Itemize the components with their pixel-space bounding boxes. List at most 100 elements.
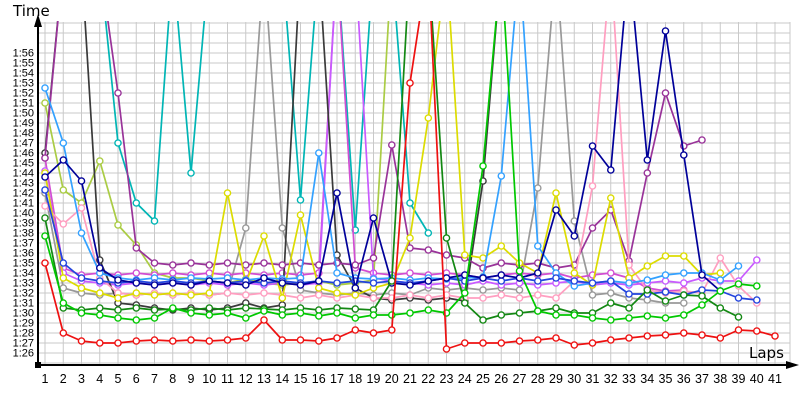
marker-red	[241, 334, 250, 342]
marker-navy	[406, 281, 414, 289]
marker-darkgreen	[698, 292, 706, 300]
marker-green	[625, 314, 633, 322]
marker-blue	[661, 288, 670, 296]
svg-text:41: 41	[768, 372, 782, 386]
marker-darkgreen	[661, 297, 670, 305]
marker-dodgerblue	[534, 242, 542, 250]
marker-navy	[680, 151, 688, 159]
marker-blue	[570, 277, 579, 285]
marker-darkgreen	[41, 214, 49, 222]
marker-purple	[278, 261, 287, 269]
marker-darkgreen	[515, 309, 524, 317]
svg-text:39: 39	[732, 372, 746, 386]
marker-purple	[351, 261, 360, 269]
marker-red	[460, 339, 469, 347]
marker-gray	[59, 284, 68, 292]
marker-yellowgreen	[114, 221, 122, 229]
marker-magenta	[168, 269, 177, 277]
marker-navy	[296, 281, 305, 289]
marker-red	[387, 326, 396, 334]
marker-yellow	[497, 242, 506, 250]
marker-dodgerblue	[41, 84, 49, 92]
marker-red	[205, 337, 214, 345]
marker-red	[661, 331, 670, 339]
marker-red	[187, 336, 195, 344]
marker-blue	[59, 259, 68, 267]
marker-yellow	[406, 234, 414, 242]
marker-red	[77, 337, 86, 345]
marker-gray	[534, 184, 542, 192]
marker-red	[497, 339, 506, 347]
marker-navy	[223, 279, 232, 287]
marker-blue	[77, 274, 86, 282]
marker-green	[369, 311, 378, 319]
series-lines	[41, 21, 779, 353]
svg-text:1:51: 1:51	[13, 98, 34, 110]
marker-darkgreen	[205, 304, 214, 312]
marker-navy	[607, 166, 615, 174]
marker-gray	[607, 289, 615, 297]
marker-red	[41, 259, 49, 267]
series-green	[44, 21, 757, 321]
marker-purple	[424, 246, 433, 254]
marker-green	[77, 309, 86, 317]
marker-blue	[497, 277, 506, 285]
marker-red	[351, 326, 360, 334]
marker-blue	[753, 296, 761, 304]
marker-yellow	[716, 269, 725, 277]
series-pink	[44, 21, 758, 304]
svg-text:1:52: 1:52	[13, 88, 34, 100]
svg-text:1:34: 1:34	[13, 268, 34, 280]
marker-red	[753, 327, 761, 335]
marker-orchid	[661, 277, 670, 285]
marker-red	[734, 326, 743, 334]
marker-navy	[278, 279, 287, 287]
marker-navy	[552, 206, 560, 214]
svg-text:21: 21	[403, 372, 417, 386]
marker-navy	[424, 277, 433, 285]
svg-text:30: 30	[567, 372, 581, 386]
marker-dodgerblue	[643, 276, 652, 284]
svg-text:25: 25	[476, 372, 490, 386]
x-axis-title: Laps	[749, 344, 784, 362]
marker-green	[260, 307, 268, 315]
marker-purple	[698, 136, 706, 144]
marker-darkgreen	[607, 299, 615, 307]
marker-yellow	[351, 291, 360, 299]
marker-darkgreen	[132, 304, 141, 312]
svg-text:28: 28	[531, 372, 545, 386]
series-magenta	[44, 21, 684, 292]
svg-text:19: 19	[367, 372, 381, 386]
svg-text:13: 13	[257, 372, 271, 386]
marker-purple	[150, 259, 159, 267]
marker-navy	[534, 269, 542, 277]
marker-green	[607, 316, 615, 324]
svg-text:20: 20	[385, 372, 399, 386]
svg-text:1:28: 1:28	[13, 328, 34, 340]
svg-text:1:36: 1:36	[13, 248, 34, 260]
svg-text:1:35: 1:35	[13, 258, 34, 270]
marker-yellow	[150, 291, 159, 299]
marker-red	[771, 332, 779, 340]
marker-yellow	[643, 262, 652, 270]
marker-red	[625, 334, 633, 342]
marker-navy	[570, 232, 579, 240]
marker-yellow	[168, 289, 177, 297]
marker-navy	[168, 279, 177, 287]
marker-pink	[77, 204, 86, 212]
marker-navy	[497, 271, 506, 279]
marker-green	[278, 311, 287, 319]
svg-text:9: 9	[188, 372, 195, 386]
svg-text:1:39: 1:39	[13, 218, 34, 230]
marker-yellowgreen	[59, 186, 68, 194]
svg-text:1:47: 1:47	[13, 138, 34, 150]
marker-gray	[588, 291, 597, 299]
marker-green	[534, 307, 542, 315]
marker-green	[588, 314, 597, 322]
marker-purple	[497, 259, 506, 267]
marker-yellow	[661, 252, 670, 260]
marker-green	[570, 311, 579, 319]
svg-text:38: 38	[713, 372, 727, 386]
svg-text:1:49: 1:49	[13, 118, 34, 130]
marker-navy	[260, 274, 268, 282]
